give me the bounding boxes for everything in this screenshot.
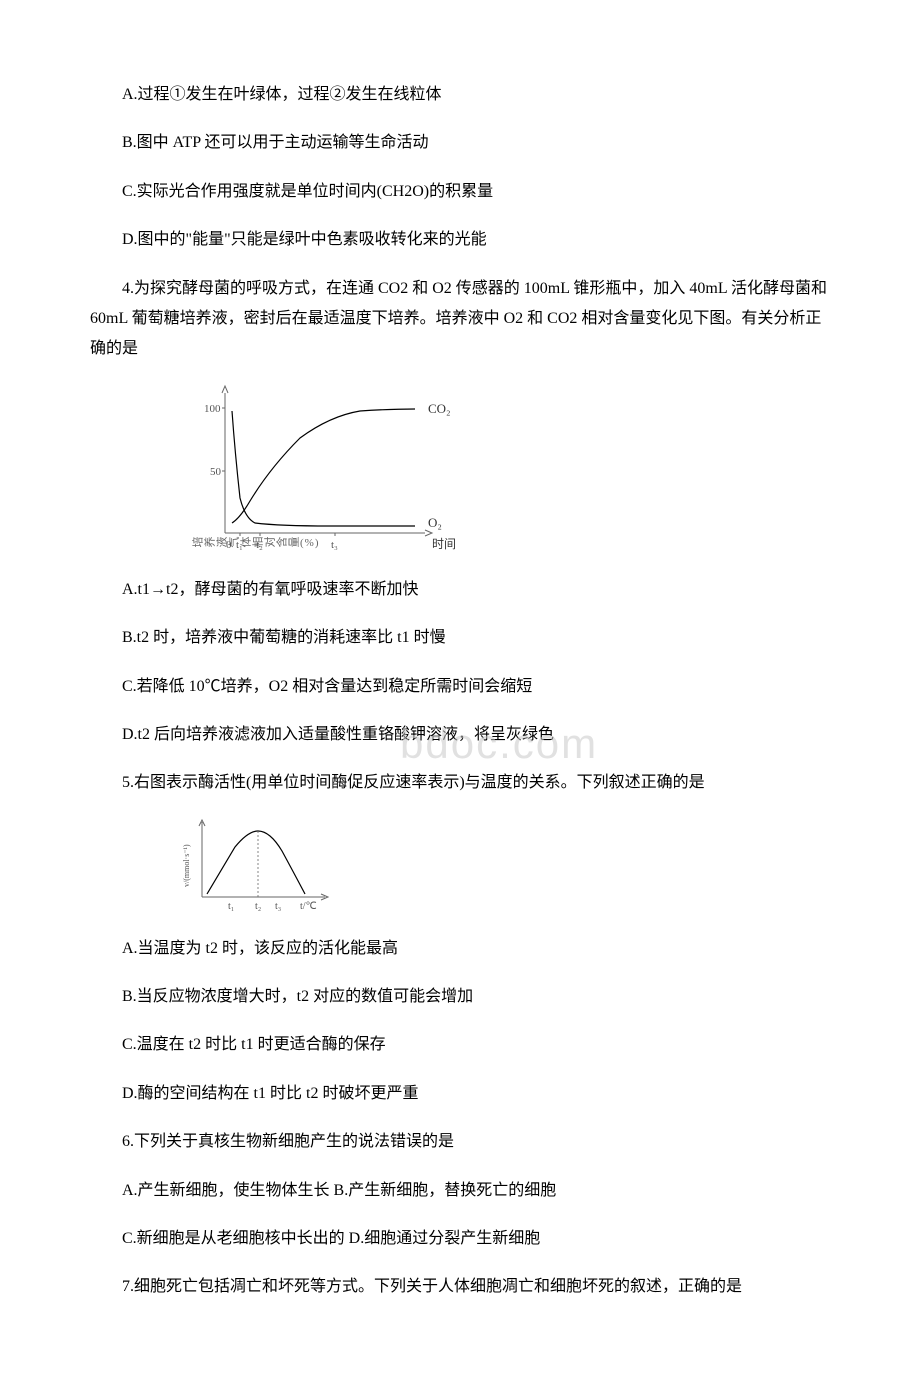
- q5-chart-svg: v/(mmol·s⁻¹) t₁ t₂ t₃ t/℃: [180, 817, 350, 917]
- q5-curve: [207, 831, 305, 894]
- svg-text:0: 0: [226, 539, 232, 551]
- q3-option-b: B.图中 ATP 还可以用于主动运输等生命活动: [90, 128, 830, 158]
- q5-stem: 5.右图表示酶活性(用单位时间酶促反应速率表示)与温度的关系。下列叙述正确的是: [90, 768, 830, 798]
- q6-option-ab: A.产生新细胞，使生物体生长 B.产生新细胞，替换死亡的细胞: [90, 1176, 830, 1206]
- q5-xtick-3: t₃: [275, 901, 281, 912]
- q4-chart: 培养液气体相对含量(%) 100 50 t₁ t₂ t₃ 0 CO₂ O₂ 时间: [180, 383, 830, 563]
- q4-ytick-50: 50: [210, 466, 222, 478]
- q5-xlabel: t/℃: [300, 901, 317, 912]
- q5-xtick-2: t₂: [255, 901, 261, 912]
- q4-xtick-2: t₂: [256, 539, 263, 551]
- q4-stem: 4.为探究酵母菌的呼吸方式，在连通 CO2 和 O2 传感器的 100mL 锥形…: [90, 274, 830, 365]
- q7-stem: 7.细胞死亡包括凋亡和坏死等方式。下列关于人体细胞凋亡和细胞坏死的叙述，正确的是: [90, 1272, 830, 1302]
- q6-stem: 6.下列关于真核生物新细胞产生的说法错误的是: [90, 1127, 830, 1157]
- q4-o2-label: O₂: [428, 515, 442, 530]
- q4-ytick-100: 100: [204, 403, 221, 415]
- q4-option-d: D.t2 后向培养液滤液加入适量酸性重铬酸钾溶液，将呈灰绿色: [90, 720, 830, 750]
- q6-option-cd: C.新细胞是从老细胞核中长出的 D.细胞通过分裂产生新细胞: [90, 1224, 830, 1254]
- q5-option-b: B.当反应物浓度增大时，t2 对应的数值可能会增加: [90, 982, 830, 1012]
- q5-xtick-1: t₁: [228, 901, 234, 912]
- q5-chart: v/(mmol·s⁻¹) t₁ t₂ t₃ t/℃: [180, 817, 830, 922]
- q3-option-c: C.实际光合作用强度就是单位时间内(CH2O)的积累量: [90, 177, 830, 207]
- q5-option-d: D.酶的空间结构在 t1 时比 t2 时破坏更严重: [90, 1079, 830, 1109]
- q4-option-c: C.若降低 10℃培养，O2 相对含量达到稳定所需时间会缩短: [90, 672, 830, 702]
- q5-option-c: C.温度在 t2 时比 t1 时更适合酶的保存: [90, 1030, 830, 1060]
- q4-co2-line: [232, 409, 415, 523]
- q4-o2-line: [232, 411, 415, 526]
- q5-ylabel: v/(mmol·s⁻¹): [182, 844, 191, 887]
- q5-option-a: A.当温度为 t2 时，该反应的活化能最高: [90, 934, 830, 964]
- q4-xlabel: 时间: [432, 537, 456, 551]
- q4-chart-svg: 培养液气体相对含量(%) 100 50 t₁ t₂ t₃ 0 CO₂ O₂ 时间: [180, 383, 480, 558]
- q4-option-a: A.t1→t2，酵母菌的有氧呼吸速率不断加快: [90, 575, 830, 605]
- q3-option-d: D.图中的"能量"只能是绿叶中色素吸收转化来的光能: [90, 225, 830, 255]
- q4-xtick-3: t₃: [331, 539, 338, 551]
- q3-option-a: A.过程①发生在叶绿体，过程②发生在线粒体: [90, 80, 830, 110]
- document-page: A.过程①发生在叶绿体，过程②发生在线粒体 B.图中 ATP 还可以用于主动运输…: [90, 80, 830, 1303]
- q4-co2-label: CO₂: [428, 401, 451, 416]
- q4-option-b: B.t2 时，培养液中葡萄糖的消耗速率比 t1 时慢: [90, 623, 830, 653]
- q4-xtick-1: t₁: [236, 539, 243, 551]
